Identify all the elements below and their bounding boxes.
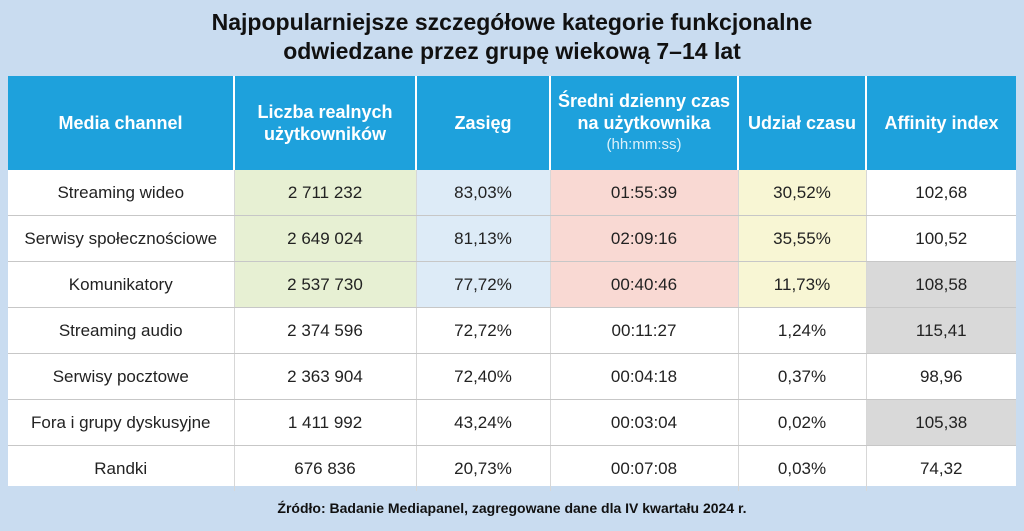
header-reach: Zasięg: [416, 76, 551, 170]
cell-channel: Serwisy społecznościowe: [8, 215, 235, 262]
table-panel: Media channel Liczba realnych użytkownik…: [8, 76, 1016, 491]
cell-reach: 72,72%: [416, 307, 551, 354]
cell-users: 1 411 992: [234, 399, 417, 446]
cell-affinity: 102,68: [866, 170, 1016, 216]
cell-avg-time: 02:09:16: [550, 215, 739, 262]
cell-channel: Komunikatory: [8, 261, 235, 308]
cell-avg-time: 00:03:04: [550, 399, 739, 446]
header-affinity-index: Affinity index: [866, 76, 1016, 170]
table-row: Serwisy pocztowe 2 363 904 72,40% 00:04:…: [8, 353, 1016, 400]
cell-avg-time: 00:11:27: [550, 307, 739, 354]
source-note: Źródło: Badanie Mediapanel, zagregowane …: [277, 500, 747, 516]
cell-users: 2 374 596: [234, 307, 417, 354]
data-table: Media channel Liczba realnych użytkownik…: [8, 76, 1016, 491]
cell-reach: 83,03%: [416, 170, 551, 216]
cell-avg-time: 00:40:46: [550, 261, 739, 308]
cell-time-share: 0,02%: [738, 399, 867, 446]
table-row: Komunikatory 2 537 730 77,72% 00:40:46 1…: [8, 261, 1016, 308]
chart-title-line-1: Najpopularniejsze szczegółowe kategorie …: [211, 9, 813, 35]
table-row: Fora i grupy dyskusyjne 1 411 992 43,24%…: [8, 399, 1016, 446]
cell-avg-time: 00:07:08: [550, 445, 739, 491]
cell-affinity: 115,41: [866, 307, 1016, 354]
cell-time-share: 11,73%: [738, 261, 867, 308]
cell-reach: 43,24%: [416, 399, 551, 446]
cell-time-share: 1,24%: [738, 307, 867, 354]
cell-users: 2 537 730: [234, 261, 417, 308]
cell-reach: 77,72%: [416, 261, 551, 308]
cell-reach: 72,40%: [416, 353, 551, 400]
cell-channel: Streaming audio: [8, 307, 235, 354]
cell-users: 2 711 232: [234, 170, 417, 216]
cell-time-share: 30,52%: [738, 170, 867, 216]
table-row: Serwisy społecznościowe 2 649 024 81,13%…: [8, 215, 1016, 262]
cell-users: 676 836: [234, 445, 417, 491]
table-header: Media channel Liczba realnych użytkownik…: [8, 76, 1016, 170]
cell-users: 2 363 904: [234, 353, 417, 400]
cell-affinity: 105,38: [866, 399, 1016, 446]
table-body: Streaming wideo 2 711 232 83,03% 01:55:3…: [8, 170, 1016, 491]
header-avg-time: Średni dzienny czas na użytkownika (hh:m…: [550, 76, 739, 170]
header-time-share: Udział czasu: [738, 76, 867, 170]
header-media-channel: Media channel: [8, 76, 235, 170]
cell-channel: Serwisy pocztowe: [8, 353, 235, 400]
cell-affinity: 74,32: [919, 458, 963, 478]
cell-affinity: 100,52: [866, 215, 1016, 262]
cell-channel: Streaming wideo: [8, 170, 235, 216]
cell-avg-time: 00:04:18: [550, 353, 739, 400]
cell-avg-time: 01:55:39: [550, 170, 739, 216]
table-row: Streaming audio 2 374 596 72,72% 00:11:2…: [8, 307, 1016, 354]
cell-time-share: 0,03%: [738, 445, 867, 491]
chart-title: Najpopularniejsze szczegółowe kategorie …: [0, 0, 1024, 76]
cell-time-share: 0,37%: [738, 353, 867, 400]
cell-affinity: 108,58: [866, 261, 1016, 308]
cell-channel: Fora i grupy dyskusyjne: [8, 399, 235, 446]
cell-affinity: 98,96: [866, 353, 1016, 400]
table-row: Streaming wideo 2 711 232 83,03% 01:55:3…: [8, 170, 1016, 216]
header-avg-time-label: Średni dzienny czas na użytkownika: [557, 91, 731, 133]
cell-time-share: 35,55%: [738, 215, 867, 262]
cell-reach: 20,73%: [416, 445, 551, 491]
table-row: Randki 676 836 20,73% 00:07:08 0,03% 74,…: [8, 445, 1016, 491]
cell-users: 2 649 024: [234, 215, 417, 262]
header-avg-time-unit: (hh:mm:ss): [606, 136, 682, 153]
cell-reach: 81,13%: [416, 215, 551, 262]
chart-title-line-2: odwiedzane przez grupę wiekową 7–14 lat: [283, 38, 741, 64]
header-users: Liczba realnych użytkowników: [234, 76, 417, 170]
cell-channel: Randki: [8, 445, 235, 491]
